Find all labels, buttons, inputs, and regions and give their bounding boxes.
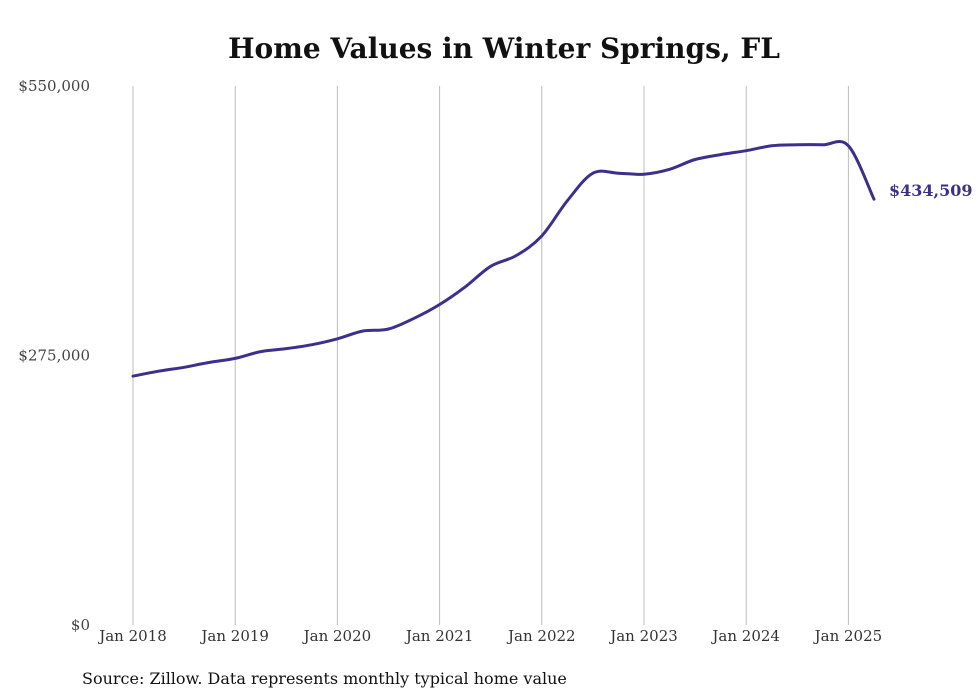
x-tick-label: Jan 2025 [813, 627, 883, 645]
y-tick-label: $550,000 [18, 77, 90, 95]
series [131, 140, 876, 378]
x-axis-ticks: Jan 2018 Jan 2019 Jan 2020 Jan 2021 Jan 2022… [97, 627, 882, 645]
grid [132, 86, 849, 625]
x-tick-label: Jan 2023 [608, 627, 678, 645]
chart-title: Home Values in Winter Springs, FL [228, 32, 780, 65]
y-tick-label: $0 [71, 616, 90, 634]
y-tick-label: $275,000 [18, 347, 90, 365]
source-note: Source: Zillow. Data represents monthly … [82, 669, 567, 688]
y-axis-ticks: $0 $275,000 $550,000 [18, 77, 90, 634]
x-tick-label: Jan 2018 [97, 627, 167, 645]
x-tick-label: Jan 2020 [302, 627, 372, 645]
end-value-label: $434,509 [889, 181, 973, 200]
home-value-line [131, 140, 876, 378]
x-tick-label: Jan 2024 [710, 627, 780, 645]
x-tick-label: Jan 2019 [199, 627, 269, 645]
x-tick-label: Jan 2021 [404, 627, 474, 645]
x-tick-label: Jan 2022 [506, 627, 576, 645]
